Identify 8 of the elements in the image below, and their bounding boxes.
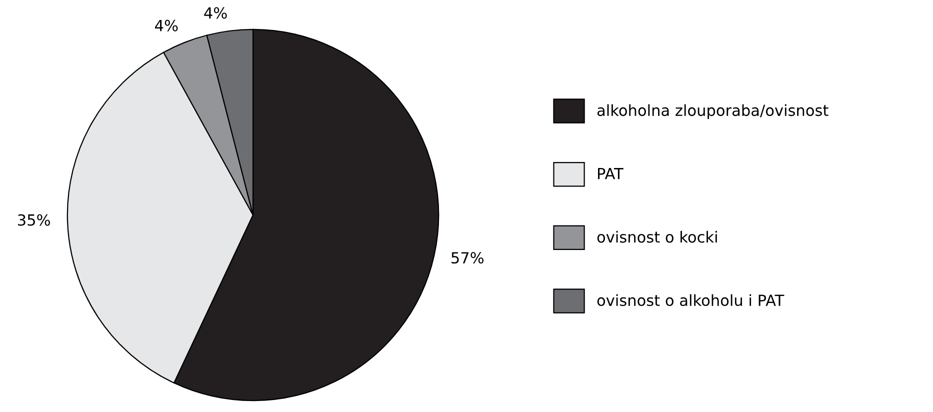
- legend-label: ovisnost o alkoholu i PAT: [597, 294, 784, 306]
- data-label: 57%: [452, 252, 484, 264]
- data-label: 35%: [18, 214, 50, 226]
- data-label: 4%: [204, 7, 227, 19]
- legend-label: PAT: [598, 168, 624, 180]
- data-label: 4%: [155, 20, 178, 32]
- legend-label: ovisnost o kocki: [597, 230, 717, 243]
- legend-label: alkoholna zlouporaba/ovisnost: [597, 104, 828, 120]
